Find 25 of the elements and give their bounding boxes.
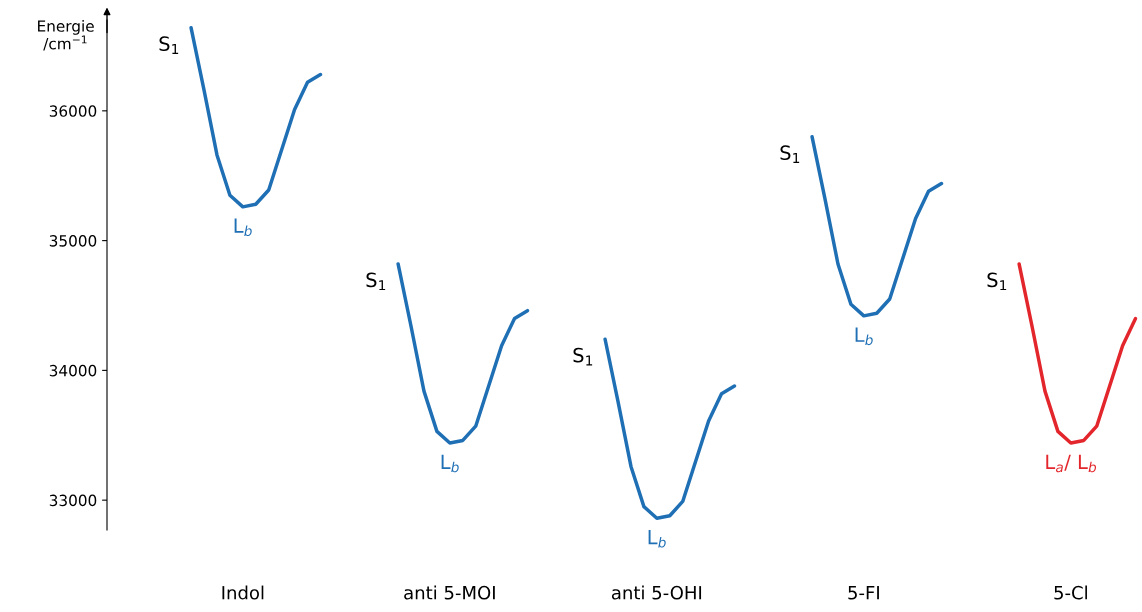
y-tick-label: 34000: [49, 364, 97, 377]
x-tick-label: Indol: [222, 585, 264, 600]
line-series: [1017, 262, 1138, 445]
y-axis-title: Energie /cm$^{−1}$: [38, 20, 94, 51]
line-series: [603, 337, 737, 521]
annotation: S$_{1}$: [159, 36, 179, 54]
x-tick-label: anti 5-OHI: [611, 585, 702, 600]
line-series: [189, 26, 323, 209]
line-series: [396, 262, 530, 445]
annotation: L$_{b}$: [441, 454, 459, 473]
x-tick-label: 5-Cl: [1054, 585, 1087, 600]
annotation: S$_{1}$: [573, 347, 593, 366]
x-tick-label: anti 5-MOI: [404, 585, 495, 600]
annotation: L$_{a}$/ L$_{b}$: [1046, 454, 1097, 473]
annotation: S$_{1}$: [987, 272, 1007, 291]
y-tick-label: 35000: [49, 235, 97, 247]
line-series: [810, 135, 944, 318]
annotation: L$_{b}$: [648, 530, 666, 548]
y-tick-label: 33000: [49, 494, 97, 507]
annotation: S$_{1}$: [780, 145, 800, 163]
x-tick-label: 5-FI: [848, 586, 879, 600]
annotation: L$_{b}$: [855, 327, 873, 346]
y-tick-label: 36000: [49, 105, 97, 117]
annotation: S$_{1}$: [366, 272, 386, 291]
annotation: L$_{b}$: [234, 218, 252, 237]
